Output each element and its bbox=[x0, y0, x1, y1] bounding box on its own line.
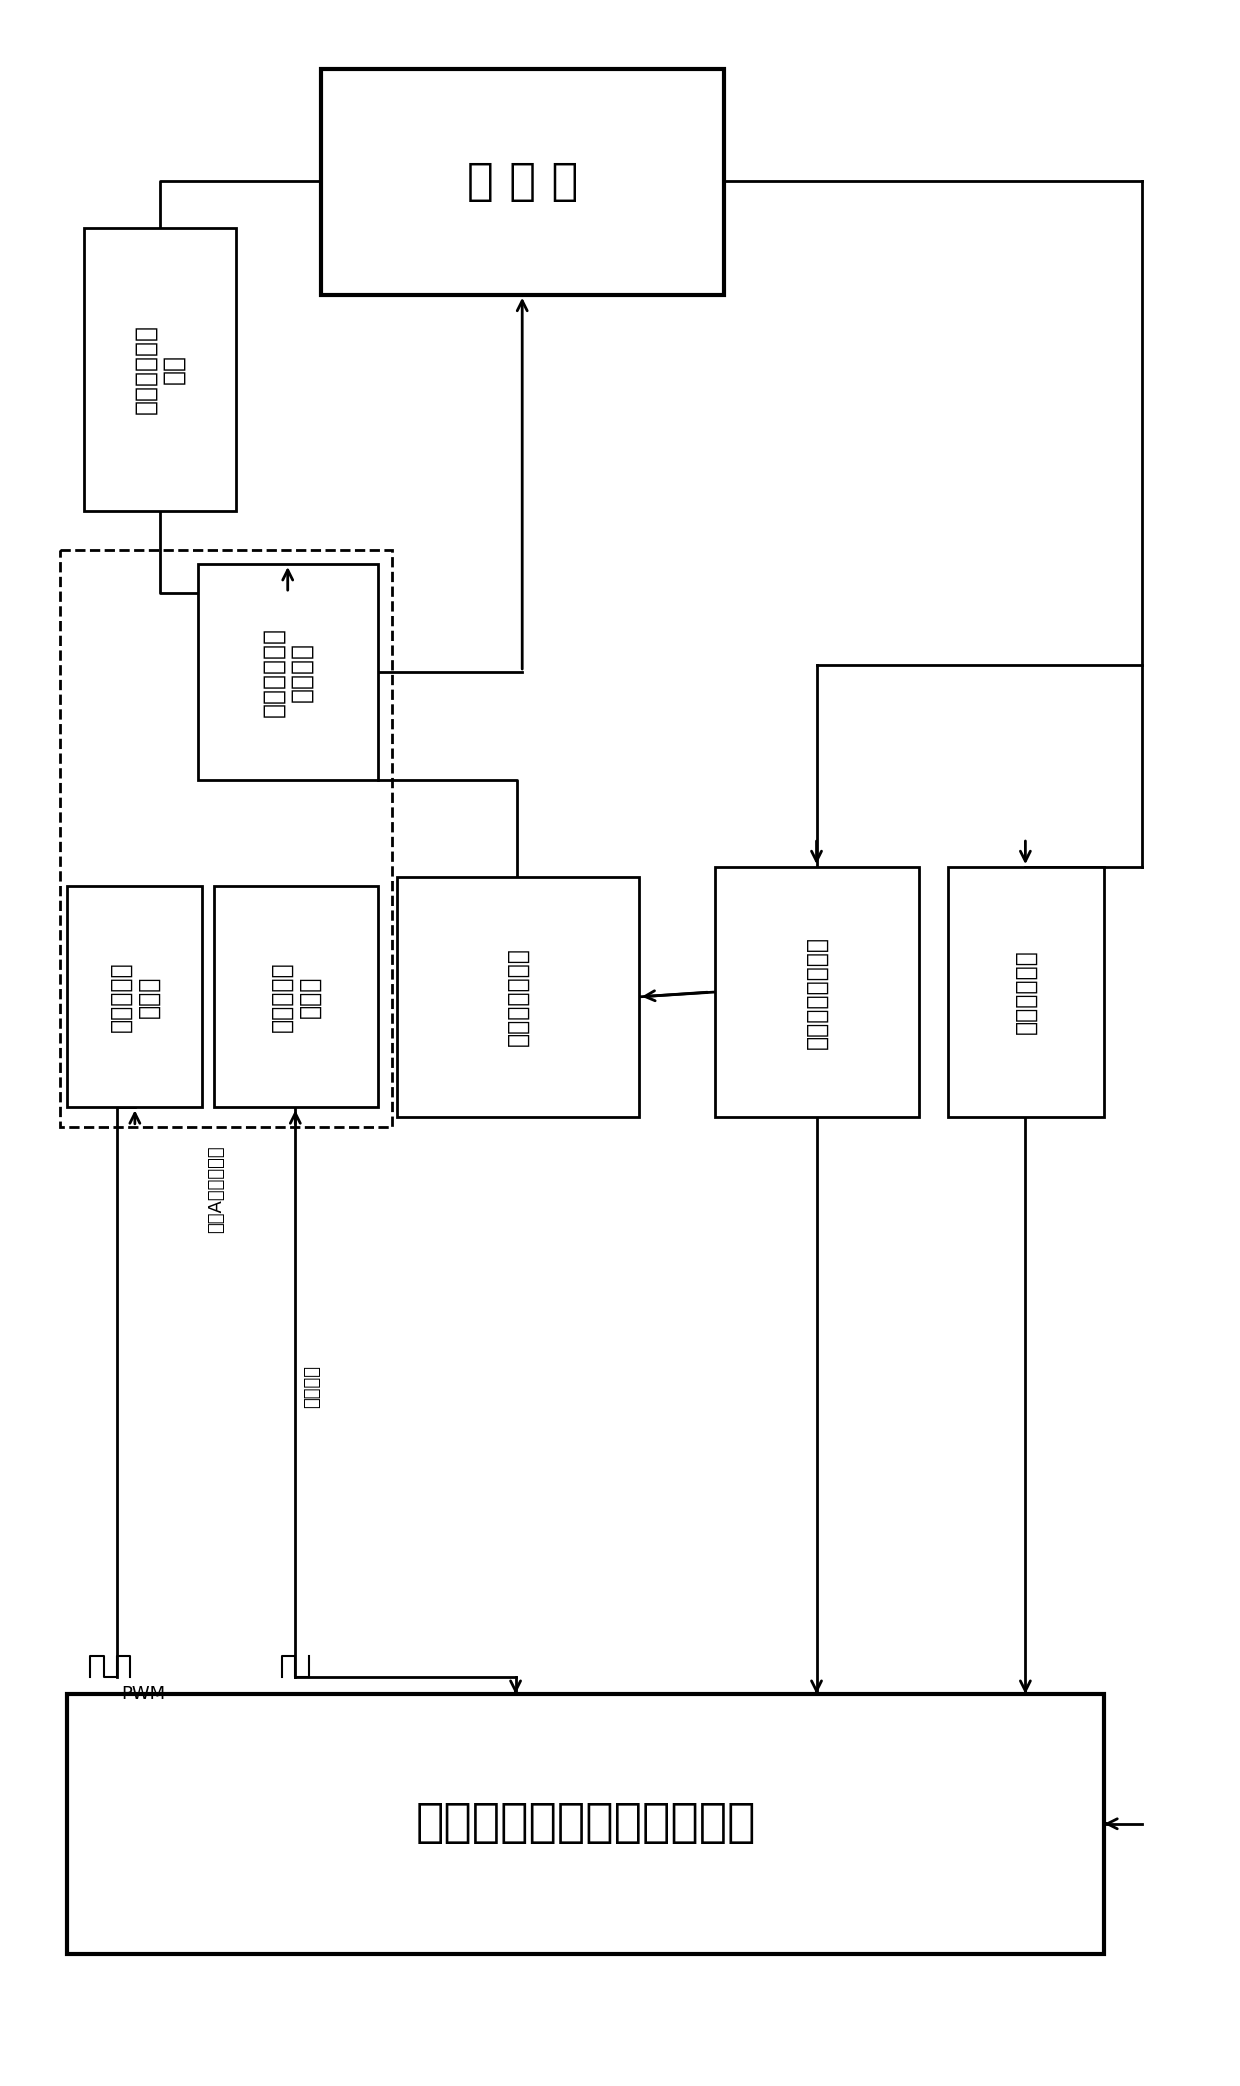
Bar bbox=[715, 868, 919, 1116]
Bar bbox=[67, 1694, 1104, 1955]
Text: 驱动脉宽输
入电路: 驱动脉宽输 入电路 bbox=[109, 962, 161, 1033]
Text: PWM: PWM bbox=[122, 1685, 166, 1702]
Text: 驱动使能输
入电路: 驱动使能输 入电路 bbox=[270, 962, 321, 1033]
Text: 驱动电流反馈电路: 驱动电流反馈电路 bbox=[805, 935, 830, 1049]
Bar bbox=[947, 868, 1104, 1116]
Bar bbox=[321, 69, 724, 294]
Text: 驱动信号开关
输入电路: 驱动信号开关 输入电路 bbox=[262, 628, 314, 718]
Text: 驱动A相告警电路: 驱动A相告警电路 bbox=[207, 1145, 226, 1233]
Text: 急停信号输入
电路: 急停信号输入 电路 bbox=[134, 325, 186, 415]
Bar bbox=[213, 887, 378, 1108]
Bar bbox=[83, 227, 236, 511]
Bar bbox=[67, 887, 202, 1108]
Text: 使能信号: 使能信号 bbox=[304, 1364, 321, 1408]
Bar bbox=[197, 563, 378, 780]
Bar bbox=[397, 876, 639, 1116]
Text: 过电流保护电路: 过电流保护电路 bbox=[506, 947, 529, 1047]
Text: 兼容位置控制型电机驱动器: 兼容位置控制型电机驱动器 bbox=[415, 1802, 756, 1846]
Bar bbox=[60, 551, 392, 1126]
Text: 执 行 器: 执 行 器 bbox=[467, 161, 578, 204]
Text: 脉冲反馈电路: 脉冲反馈电路 bbox=[1014, 949, 1038, 1035]
